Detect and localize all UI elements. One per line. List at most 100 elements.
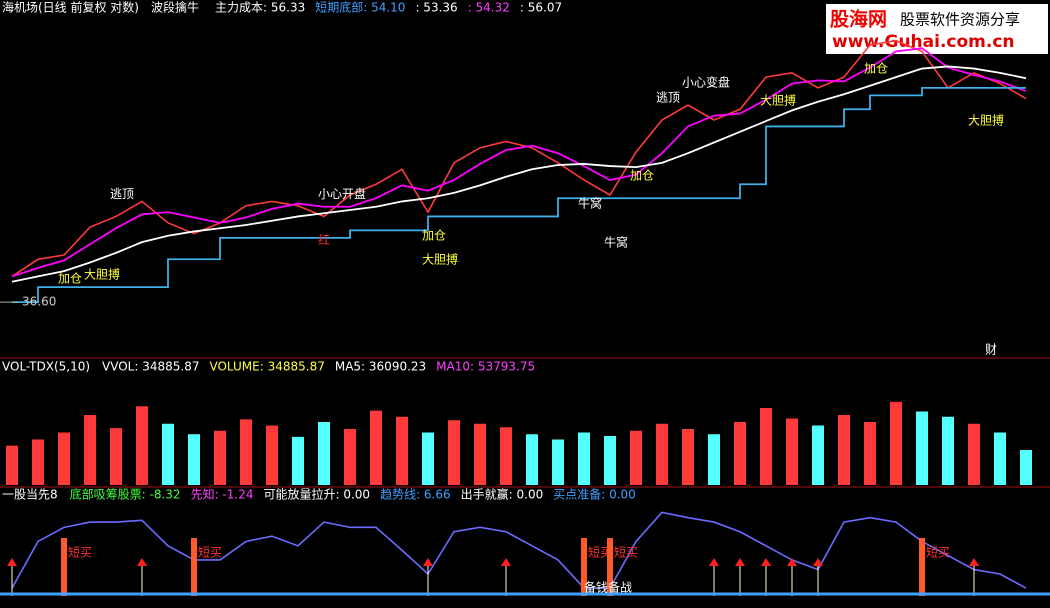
annotation: 小心变盘	[682, 75, 730, 90]
watermark-brand: 股海网	[830, 8, 887, 31]
readout: 可能放量拉升: 0.00	[263, 487, 370, 502]
footnote: 备钱备战	[584, 580, 632, 595]
arrow-head	[735, 558, 745, 566]
annotation: 大胆搏	[760, 94, 796, 108]
watermark-box	[826, 4, 1048, 54]
volume-bar	[942, 416, 954, 485]
panel-title: 一股当先8	[2, 488, 58, 502]
arrow-head	[709, 558, 719, 566]
readout: VOLUME: 34885.87	[209, 360, 324, 374]
readout: 主力成本: 56.33	[215, 1, 305, 15]
series-line	[11, 511, 1027, 589]
volume-bar	[214, 430, 226, 485]
annotation: 加仓	[864, 62, 888, 76]
arrow-head	[787, 558, 797, 566]
volume-bar	[604, 436, 616, 485]
volume-bar	[994, 432, 1006, 485]
annotation: 小心开盘	[318, 186, 366, 201]
volume-bar	[448, 420, 460, 485]
annotation: 逃顶	[656, 91, 680, 105]
volume-bar	[682, 429, 694, 485]
volume-bar	[84, 415, 96, 485]
buy-signal	[581, 538, 587, 596]
annotation: 加仓	[58, 272, 82, 286]
arrow-head	[761, 558, 771, 566]
signal-label: 短买	[926, 546, 950, 560]
volume-bar	[422, 432, 434, 485]
readout: 趋势线: 6.66	[380, 488, 451, 502]
series-line	[11, 47, 1027, 278]
volume-bar	[370, 410, 382, 485]
volume-bar	[552, 439, 564, 485]
volume-bar	[344, 429, 356, 485]
arrow-head	[7, 558, 17, 566]
volume-bar	[292, 436, 304, 485]
volume-bar	[578, 432, 590, 485]
volume-bar	[1020, 450, 1032, 485]
buy-signal	[607, 538, 613, 596]
volume-bar	[318, 422, 330, 485]
panel-title: 海机场(日线 前复权 对数)	[2, 0, 139, 15]
annotation: 加仓	[630, 169, 654, 183]
series-line	[12, 86, 1026, 304]
signal-label: 短买	[614, 546, 638, 560]
readout: : 56.07	[520, 1, 562, 15]
signal-label: 短买	[198, 546, 222, 560]
readout: MA10: 53793.75	[436, 360, 535, 374]
arrow-head	[137, 558, 147, 566]
annotation: 红	[318, 232, 330, 247]
volume-bar	[266, 425, 278, 485]
watermark-slogan: 股票软件资源分享	[900, 11, 1020, 29]
indicator-name: 波段擒牛	[151, 0, 199, 15]
volume-bar	[526, 434, 538, 485]
badge: 财	[985, 343, 997, 357]
readout: : 53.36	[415, 1, 457, 15]
volume-bar	[916, 411, 928, 485]
annotation: 逃顶	[110, 187, 134, 201]
watermark-url: www.Guhai.com.cn	[832, 32, 1015, 52]
series-line	[11, 65, 1027, 283]
volume-bar	[630, 430, 642, 485]
volume-bar	[240, 419, 252, 485]
low-label: 36.60	[22, 295, 56, 309]
volume-bar	[786, 418, 798, 485]
panel-title: VOL-TDX(5,10)	[2, 360, 90, 374]
volume-bar	[968, 423, 980, 485]
readout: 出手就赢: 0.00	[461, 487, 544, 502]
volume-bar	[500, 427, 512, 485]
volume-bar	[734, 422, 746, 485]
readout: 底部吸筹股票: -8.32	[70, 487, 181, 502]
arrow-head	[501, 558, 511, 566]
readout: 短期底部: 54.10	[315, 0, 405, 15]
volume-bar	[708, 434, 720, 485]
buy-signal	[61, 538, 67, 596]
arrow-head	[813, 558, 823, 566]
volume-bar	[474, 423, 486, 485]
buy-signal	[191, 538, 197, 596]
annotation: 牛窝	[604, 235, 628, 250]
volume-bar	[110, 428, 122, 485]
series-line	[11, 39, 1027, 278]
readout: 先知: -1.24	[191, 488, 254, 502]
volume-bar	[864, 422, 876, 485]
volume-bar	[760, 408, 772, 485]
volume-bar	[396, 416, 408, 485]
arrow-head	[969, 558, 979, 566]
volume-bar	[136, 406, 148, 485]
annotation: 大胆搏	[422, 253, 458, 267]
annotation: 牛窝	[578, 196, 602, 211]
signal-label: 短买	[68, 546, 92, 560]
readout: MA5: 36090.23	[335, 360, 426, 374]
volume-bar	[6, 445, 18, 485]
annotation: 加仓	[422, 229, 446, 243]
volume-bar	[58, 432, 70, 485]
volume-bar	[656, 423, 668, 485]
volume-bar	[838, 415, 850, 485]
readout: VVOL: 34885.87	[102, 360, 199, 374]
volume-bar	[188, 434, 200, 485]
arrow-head	[423, 558, 433, 566]
annotation: 大胆搏	[968, 113, 1004, 127]
volume-bar	[890, 401, 902, 485]
